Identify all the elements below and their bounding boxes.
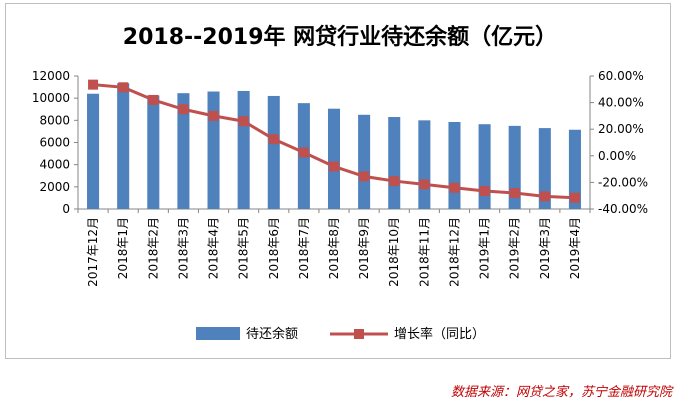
- right-axis-tick-label: 0.00%: [598, 149, 636, 163]
- bar-2018年5月: [237, 90, 250, 209]
- growth-point-2018年5月: [238, 116, 249, 127]
- bar-2018年11月: [418, 120, 431, 209]
- x-tick-label: 2018年12月: [447, 217, 461, 287]
- left-axis-tick-label: 10000: [32, 91, 70, 105]
- bar-2019年3月: [538, 128, 551, 209]
- bar-2018年8月: [327, 108, 341, 209]
- left-axis-tick-label: 8000: [39, 113, 70, 127]
- x-tick-label: 2018年6月: [267, 217, 281, 279]
- growth-point-2018年2月: [148, 94, 159, 105]
- left-axis-tick-label: 6000: [39, 136, 70, 150]
- plot-area: 0 2000 4000 6000 8000 10000 12000 -40.00% -20.00…: [32, 69, 648, 342]
- bar-2018年4月: [207, 91, 220, 209]
- growth-point-2017年12月: [88, 79, 99, 90]
- x-tick-label: 2018年4月: [207, 217, 221, 279]
- growth-point-2018年9月: [359, 171, 370, 182]
- bar-2018年12月: [448, 121, 461, 209]
- legend-marker-growth: [354, 329, 364, 339]
- x-tick-label: 2018年9月: [357, 217, 371, 279]
- x-tick-label: 2018年3月: [176, 217, 190, 279]
- left-axis-tick-label: 0: [62, 202, 70, 216]
- x-tick-label: 2018年8月: [327, 217, 341, 279]
- left-axis-tick-label: 12000: [32, 69, 70, 83]
- bar-2019年1月: [478, 124, 491, 209]
- right-axis-tick-label: 60.00%: [598, 69, 644, 83]
- legend-label-balance: 待还余额: [246, 326, 298, 342]
- x-tick-label: 2017年12月: [86, 217, 100, 287]
- bar-2018年2月: [147, 95, 160, 209]
- growth-point-2018年12月: [449, 182, 460, 193]
- growth-point-2018年1月: [118, 82, 129, 93]
- right-axis-tick-label: 20.00%: [598, 122, 644, 136]
- legend-swatch-balance: [196, 327, 240, 340]
- bar-2017年12月: [87, 93, 100, 209]
- chart-frame: [5, 3, 671, 359]
- x-tick-label: 2018年2月: [146, 217, 160, 279]
- x-tick-label: 2018年10月: [387, 217, 401, 287]
- growth-point-2019年3月: [539, 191, 550, 202]
- left-axis-tick-label: 2000: [39, 180, 70, 194]
- bar-2019年4月: [568, 129, 581, 209]
- bar-2018年3月: [177, 93, 190, 209]
- x-tick-label: 2019年1月: [478, 217, 492, 279]
- growth-point-2018年4月: [208, 110, 219, 121]
- chart-title: 2018--2019年 网贷行业待还余额（亿元）: [123, 24, 557, 50]
- growth-point-2018年6月: [268, 134, 279, 145]
- growth-point-2018年8月: [329, 161, 339, 172]
- source-note: 数据来源：网贷之家，苏宁金融研究院: [450, 385, 672, 400]
- x-tick-label: 2019年4月: [568, 217, 582, 279]
- growth-point-2018年11月: [419, 179, 430, 190]
- right-axis-tick-label: -20.00%: [598, 175, 648, 189]
- growth-point-2019年4月: [569, 192, 580, 203]
- bar-2018年9月: [358, 114, 371, 209]
- x-tick-label: 2018年11月: [417, 217, 431, 287]
- right-axis-tick-label: 40.00%: [598, 96, 644, 110]
- x-tick-label: 2018年1月: [116, 217, 130, 279]
- bar-2018年6月: [267, 95, 280, 209]
- right-axis-tick-label: -40.00%: [598, 202, 648, 216]
- growth-point-2018年10月: [389, 176, 400, 187]
- x-tick-label: 2019年3月: [538, 217, 552, 279]
- bar-2018年1月: [117, 83, 130, 209]
- bar-2018年10月: [388, 117, 401, 209]
- growth-point-2018年3月: [178, 104, 189, 115]
- legend-label-growth: 增长率（同比）: [394, 326, 485, 342]
- left-axis-tick-label: 4000: [39, 158, 70, 172]
- x-tick-label: 2019年2月: [508, 217, 522, 279]
- x-tick-label: 2018年5月: [237, 217, 251, 279]
- growth-point-2018年7月: [298, 147, 309, 158]
- x-tick-label: 2018年7月: [297, 217, 311, 279]
- growth-point-2019年2月: [509, 188, 520, 199]
- growth-point-2019年1月: [479, 186, 490, 197]
